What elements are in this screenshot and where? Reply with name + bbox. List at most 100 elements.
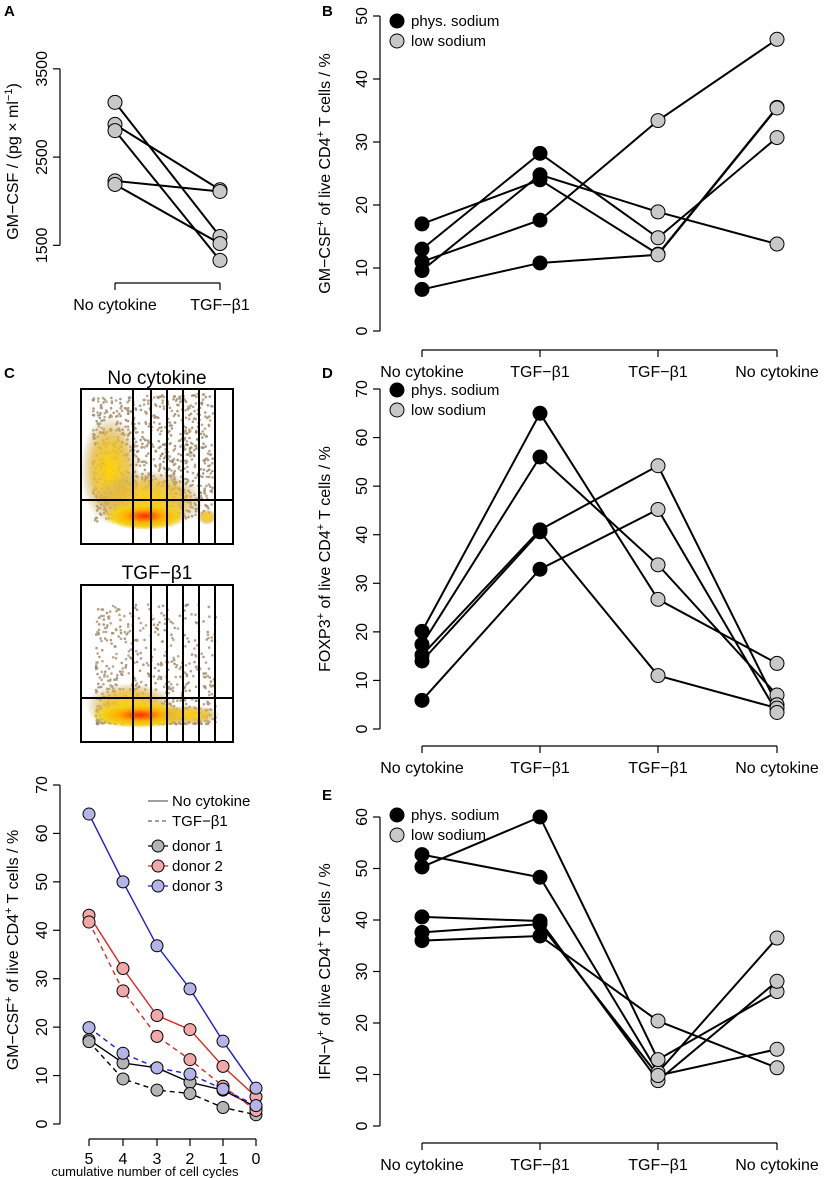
data-point [116, 1072, 130, 1086]
flow-event [123, 614, 126, 618]
flow-event [154, 449, 158, 453]
flow-event [135, 649, 138, 653]
y-tick-label: 40 [354, 70, 371, 88]
flow-event [203, 459, 207, 462]
series-line [88, 921, 257, 1112]
flow-event [156, 662, 160, 666]
panel-letter-a: A [4, 3, 15, 20]
series-line [114, 101, 221, 238]
data-point [532, 255, 548, 271]
flow-event [201, 436, 204, 439]
flow-event [186, 465, 189, 469]
flow-event [137, 617, 141, 620]
flow-event [201, 472, 205, 475]
flow-event [179, 432, 182, 436]
flow-event [102, 401, 105, 404]
flow-event [119, 406, 122, 410]
flow-event [208, 693, 211, 697]
flow-event [96, 608, 100, 611]
flow-event [97, 686, 100, 689]
y-tick-label: 0 [354, 1121, 371, 1130]
flow-event [114, 645, 117, 648]
flow-event [170, 409, 174, 413]
legend-marker [389, 807, 405, 823]
flow-event [152, 421, 156, 424]
flow-event [172, 398, 175, 401]
flow-event [184, 689, 187, 693]
flow-event [185, 674, 189, 678]
data-point [150, 1029, 164, 1043]
data-point [532, 928, 548, 944]
flow-event [184, 416, 188, 420]
flow-event [124, 640, 128, 644]
flow-event [143, 638, 146, 642]
flow-event [119, 631, 123, 635]
flow-event [107, 615, 111, 618]
flow-event [143, 463, 146, 467]
flow-event [184, 443, 188, 446]
flow-event [105, 611, 109, 615]
flow-event [106, 675, 109, 678]
data-point [183, 1053, 197, 1067]
panel-letter-c: C [4, 365, 15, 382]
series-line [421, 455, 778, 696]
flow-event [183, 467, 186, 470]
series-line [88, 914, 257, 1098]
flow-event [97, 397, 100, 400]
flow-event [190, 458, 194, 461]
x-tick-label: TGF−β1 [190, 297, 250, 314]
y-tick-label: 40 [354, 526, 371, 544]
flow-event [202, 393, 206, 396]
flow-event [189, 670, 193, 673]
flow-event [188, 436, 191, 440]
flow-event [146, 439, 149, 442]
flow-event [127, 650, 131, 653]
flow-event [204, 395, 208, 399]
flow-event [159, 445, 162, 449]
flow-event [194, 476, 197, 480]
flow-event [96, 652, 99, 655]
flow-event [127, 396, 131, 400]
x-tick-label: 1 [219, 1151, 228, 1168]
series-line [421, 136, 778, 250]
flow-event [115, 652, 118, 656]
data-point [212, 236, 228, 252]
legend-label: low sodium [411, 33, 486, 50]
flow-event [194, 655, 198, 658]
flow-event [162, 466, 166, 470]
flow-event [187, 417, 191, 421]
flow-event [169, 687, 173, 691]
flow-event [200, 423, 204, 427]
data-point [769, 704, 785, 720]
data-point [532, 449, 548, 465]
flow-event [101, 648, 104, 652]
flow-event [119, 628, 122, 632]
flow-event [161, 640, 165, 643]
flow-event [208, 676, 211, 679]
flow-event [103, 626, 107, 630]
flow-event [210, 443, 213, 447]
flow-event [207, 605, 211, 609]
flow-event [97, 628, 101, 632]
flow-event [162, 460, 165, 464]
flow-event [158, 463, 162, 467]
data-point [769, 973, 785, 989]
flow-event [162, 405, 166, 408]
data-point [769, 1041, 785, 1057]
series-line [114, 179, 221, 193]
flow-event [102, 682, 105, 686]
flow-event [157, 426, 161, 430]
density-region [160, 705, 220, 725]
flow-event [207, 646, 211, 649]
flow-event [184, 400, 188, 404]
flow-event [183, 671, 187, 674]
flow-event [162, 443, 165, 446]
x-tick-label: TGF−β1 [510, 1157, 570, 1174]
data-point [650, 113, 666, 129]
flow-event [113, 678, 116, 681]
legend-label: donor 2 [172, 858, 223, 875]
flow-event [207, 507, 210, 510]
flow-event [210, 503, 213, 506]
flow-event [162, 614, 166, 617]
